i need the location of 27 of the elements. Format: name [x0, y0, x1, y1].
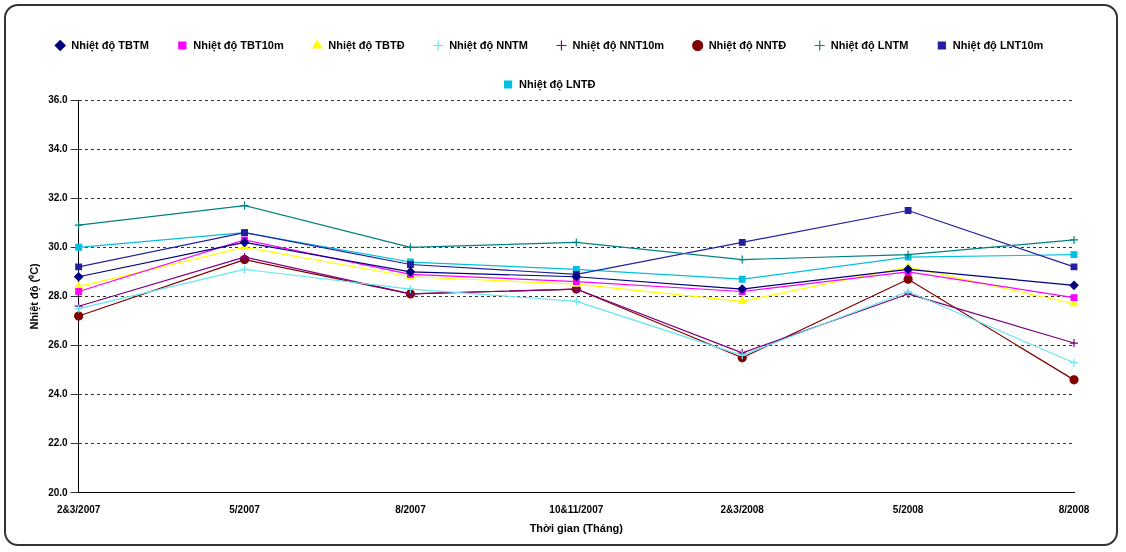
y-tick-label: 36.0	[48, 93, 69, 105]
y-tick-label: 28.0	[48, 290, 69, 302]
legend-label: Nhiệt độ TBTM	[71, 38, 149, 52]
legend-label: Nhiệt độ NNTĐ	[708, 38, 787, 52]
y-tick-label: 20.0	[48, 486, 69, 498]
x-tick-label: 5/2008	[892, 503, 924, 515]
y-tick-label: 26.0	[48, 339, 69, 351]
legend-label: Nhiệt độ NNT10m	[572, 38, 665, 52]
x-tick-label: 8/2008	[1058, 503, 1090, 515]
legend-label: Nhiệt độ TBT10m	[193, 38, 284, 52]
x-tick-label: 10&11/2007	[549, 503, 604, 515]
y-tick-label: 32.0	[48, 191, 69, 203]
x-tick-label: 2&3/2008	[720, 503, 765, 515]
legend-label: Nhiệt độ LNTM	[830, 38, 909, 52]
legend-label: Nhiệt độ LNTĐ	[519, 77, 596, 91]
x-tick-label: 5/2007	[229, 503, 261, 515]
x-tick-label: 8/2007	[395, 503, 427, 515]
y-tick-label: 30.0	[48, 241, 69, 253]
x-axis-title: Thời gian (Tháng)	[529, 522, 624, 535]
y-axis-title: Nhiệt độ (⁰C)	[27, 262, 41, 330]
x-tick-label: 2&3/2007	[56, 503, 101, 515]
legend-label: Nhiệt độ TBTĐ	[328, 38, 405, 52]
y-tick-label: 22.0	[48, 437, 69, 449]
y-tick-label: 34.0	[48, 142, 69, 154]
legend-label: Nhiệt độ LNT10m	[952, 38, 1044, 52]
legend-label: Nhiệt độ NNTM	[449, 38, 528, 52]
y-tick-label: 24.0	[48, 388, 69, 400]
